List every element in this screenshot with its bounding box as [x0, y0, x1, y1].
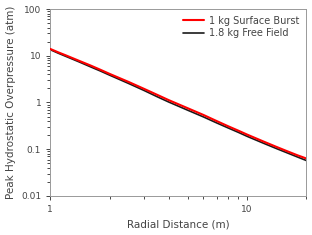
1 kg Surface Burst [48, 47, 52, 50]
1 kg Surface Burst [77, 59, 81, 62]
1 kg Surface Burst [261, 140, 265, 143]
1 kg Surface Burst [236, 129, 240, 132]
1 kg Surface Burst [274, 145, 278, 148]
1.8 kg Free Field [127, 82, 130, 85]
1.8 kg Free Field [261, 141, 265, 144]
1 kg Surface Burst [202, 114, 205, 116]
1 kg Surface Burst [108, 72, 111, 75]
1.8 kg Free Field [186, 109, 190, 112]
1 kg Surface Burst [245, 133, 249, 136]
1 kg Surface Burst [167, 99, 171, 102]
1 kg Surface Burst [56, 51, 60, 54]
Line: 1 kg Surface Burst: 1 kg Surface Burst [50, 49, 306, 159]
1.8 kg Free Field [226, 126, 230, 129]
1.8 kg Free Field [274, 147, 278, 150]
1 kg Surface Burst [215, 120, 218, 122]
1.8 kg Free Field [48, 48, 52, 51]
1.8 kg Free Field [56, 52, 60, 55]
1 kg Surface Burst [64, 54, 68, 57]
1.8 kg Free Field [89, 65, 92, 68]
1 kg Surface Burst [305, 157, 308, 160]
1.8 kg Free Field [64, 55, 68, 58]
1.8 kg Free Field [236, 131, 240, 134]
1.8 kg Free Field [305, 159, 308, 162]
1 kg Surface Burst [142, 87, 146, 90]
1 kg Surface Burst [99, 68, 102, 71]
1 kg Surface Burst [155, 94, 159, 96]
1.8 kg Free Field [215, 121, 218, 124]
1.8 kg Free Field [108, 74, 111, 77]
1.8 kg Free Field [155, 95, 159, 98]
1 kg Surface Burst [295, 154, 299, 157]
1 kg Surface Burst [226, 125, 230, 128]
Line: 1.8 kg Free Field: 1.8 kg Free Field [50, 50, 306, 161]
X-axis label: Radial Distance (m): Radial Distance (m) [127, 219, 230, 229]
1 kg Surface Burst [89, 64, 92, 67]
1.8 kg Free Field [142, 89, 146, 92]
1 kg Surface Burst [127, 81, 130, 83]
Y-axis label: Peak Hydrostatic Overpressure (atm): Peak Hydrostatic Overpressure (atm) [6, 6, 16, 199]
1 kg Surface Burst [285, 150, 289, 153]
1.8 kg Free Field [77, 60, 81, 63]
1.8 kg Free Field [202, 116, 205, 118]
1.8 kg Free Field [285, 152, 289, 154]
1 kg Surface Burst [186, 107, 190, 110]
1.8 kg Free Field [295, 156, 299, 158]
1.8 kg Free Field [245, 135, 249, 138]
1.8 kg Free Field [167, 101, 171, 103]
1.8 kg Free Field [99, 70, 102, 72]
Legend: 1 kg Surface Burst, 1.8 kg Free Field: 1 kg Surface Burst, 1.8 kg Free Field [181, 14, 302, 40]
